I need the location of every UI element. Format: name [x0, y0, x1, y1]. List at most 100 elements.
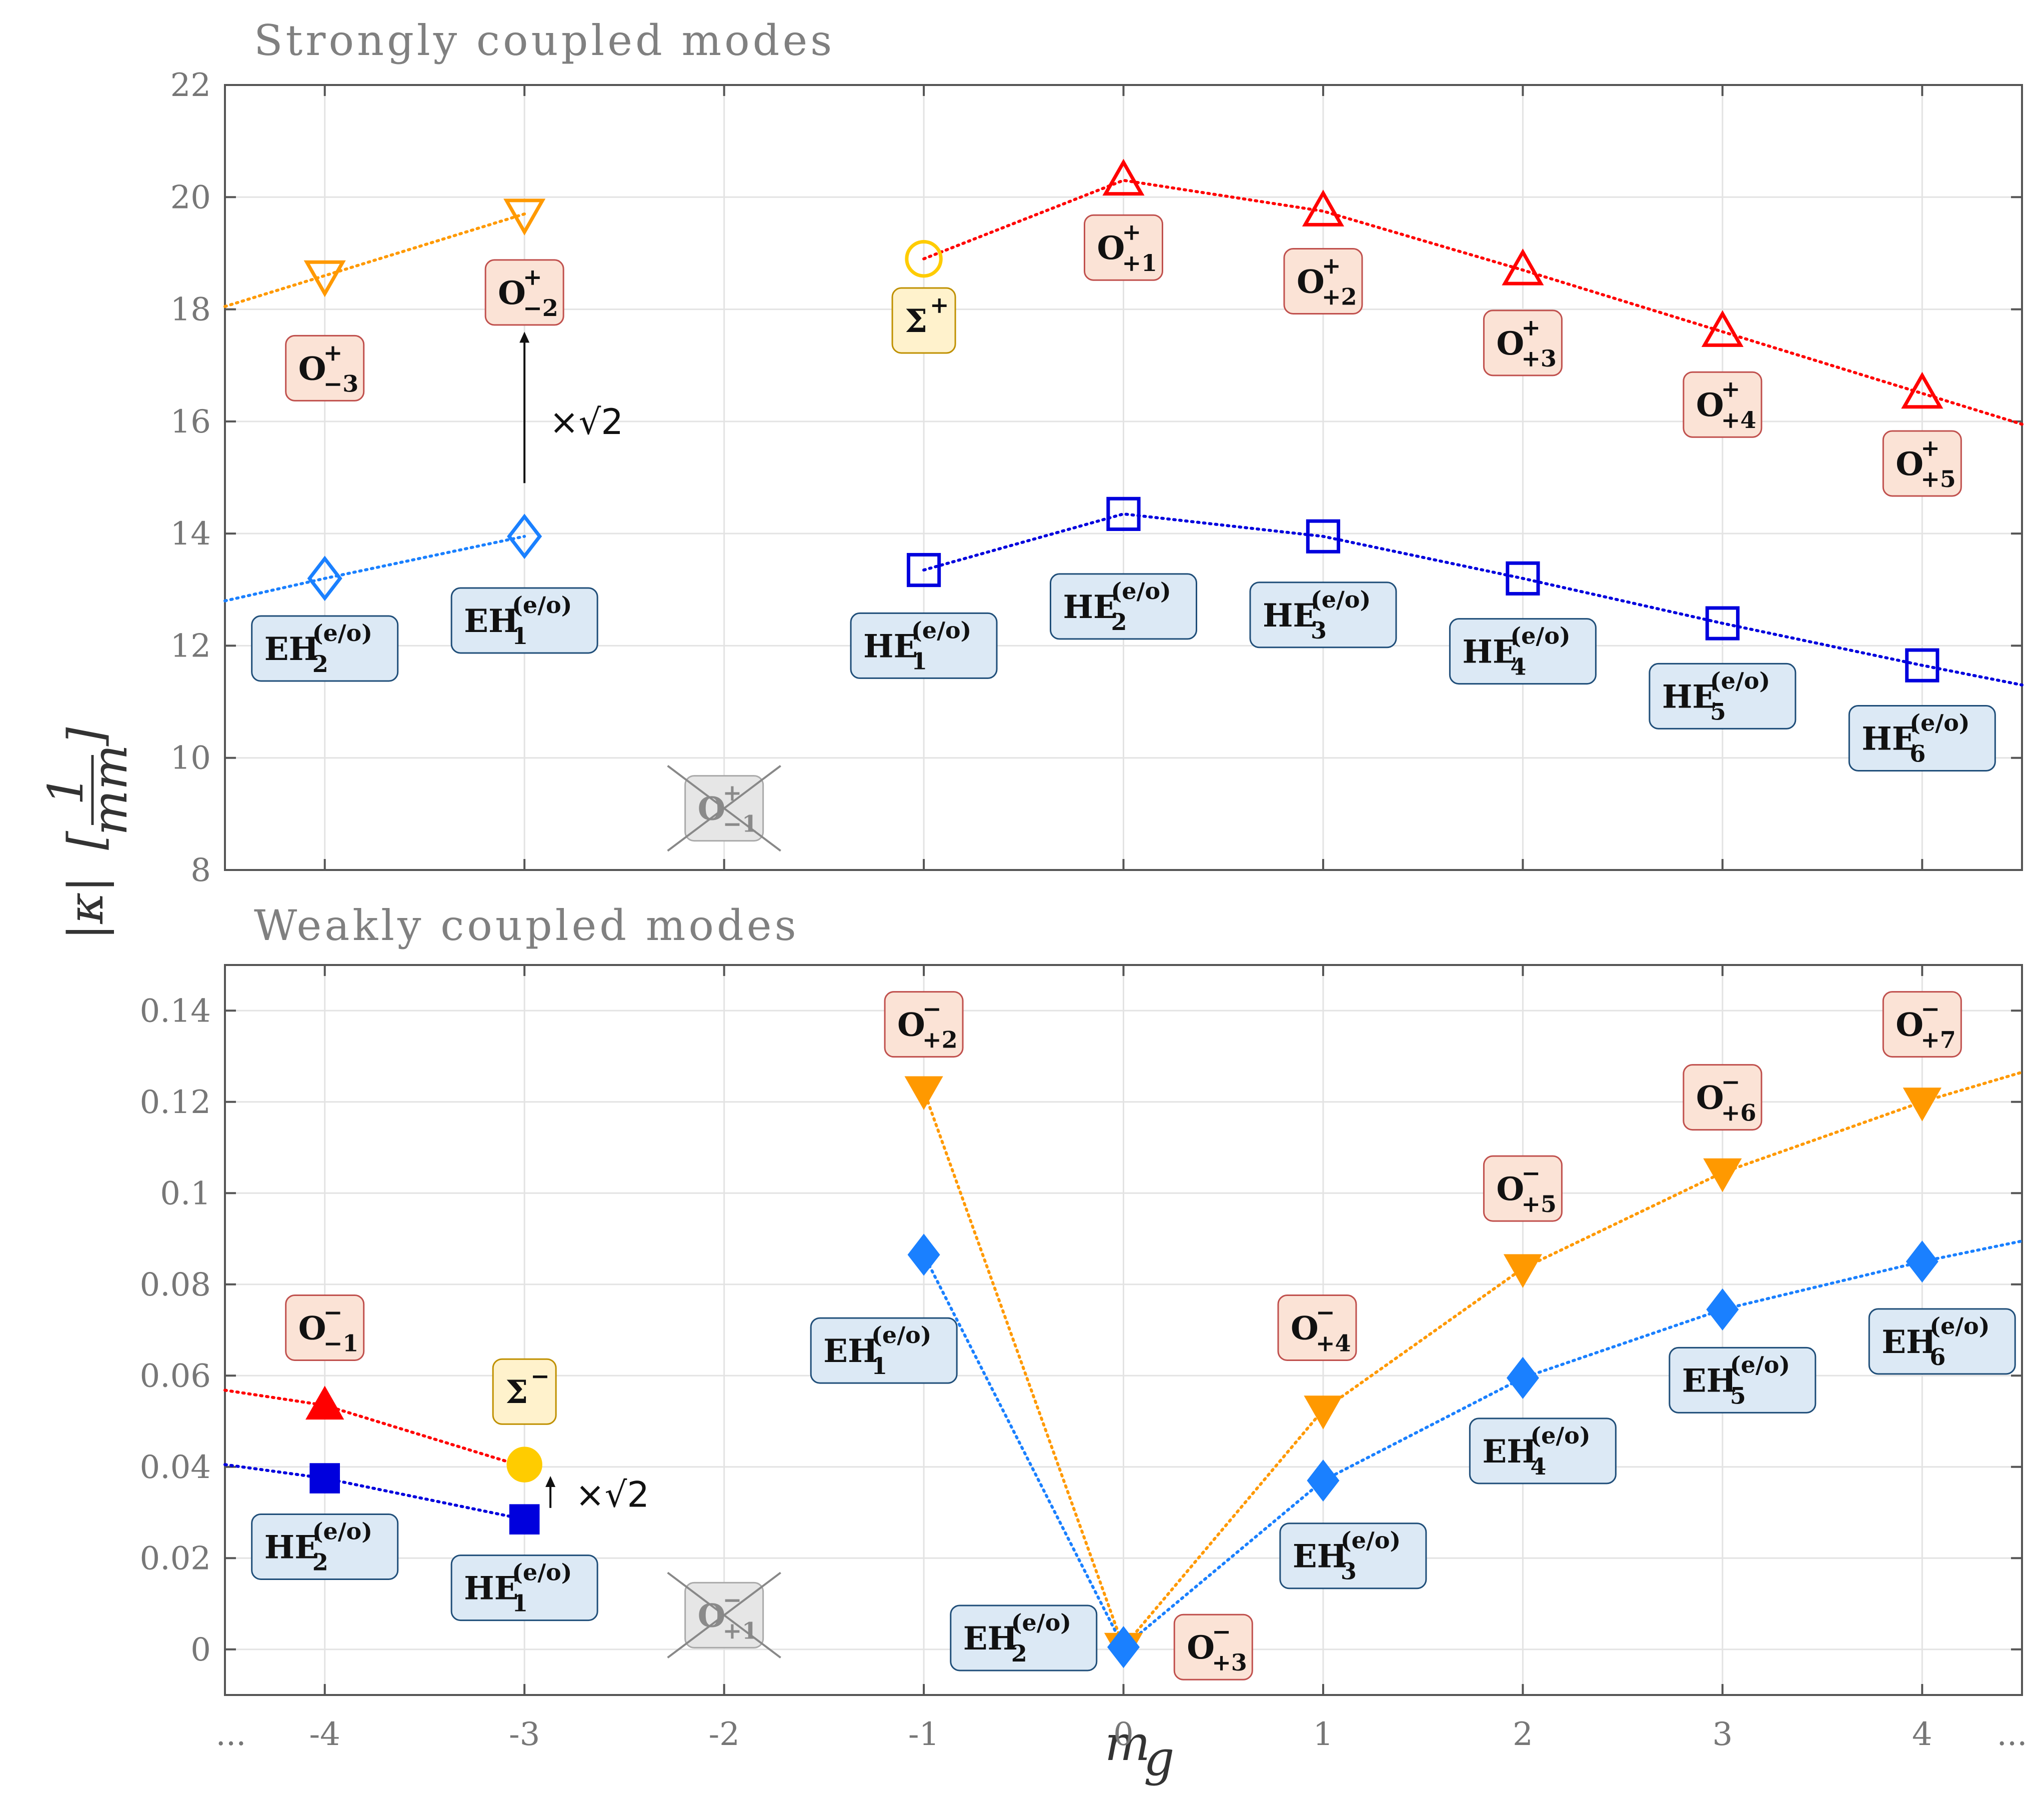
- mode-label-symbol: EH: [1482, 1433, 1537, 1470]
- mode-label: O+ +4: [1683, 371, 1763, 438]
- mode-label-symbol: O: [1896, 446, 1924, 483]
- series-line: [922, 1070, 2024, 1650]
- x-tick-label: -2: [708, 1716, 739, 1753]
- mode-label: O+ +1: [1084, 214, 1163, 281]
- mode-label-symbol: O: [1696, 1080, 1724, 1117]
- mode-label-box: [1283, 248, 1363, 314]
- series-line: [922, 512, 2024, 686]
- mode-label-symbol: HE: [464, 1570, 518, 1608]
- mode-label-box: [1483, 310, 1563, 376]
- mode-label: O− +7: [1882, 991, 1962, 1058]
- mode-label-box: [1249, 582, 1397, 648]
- mode-label: Σ +: [891, 287, 956, 354]
- mode-label-box: [1649, 662, 1797, 730]
- mode-label: EH(e/o) 6: [1868, 1308, 2016, 1375]
- mode-label-superscript: +: [1921, 434, 1940, 462]
- mode-label-subscript: +4: [1316, 1330, 1351, 1356]
- mode-label-subscript: +1: [723, 1617, 758, 1644]
- data-point-marker: [1703, 1158, 1742, 1192]
- mode-label-superscript: (e/o): [1311, 586, 1371, 613]
- scaling-arrow-head: [519, 332, 530, 343]
- mode-label-box: [1882, 991, 1962, 1058]
- y-axis-unit-numerator: 1: [38, 774, 94, 805]
- mode-label-superscript: +: [1322, 252, 1341, 280]
- mode-label: HE(e/o) 6: [1848, 704, 1996, 772]
- x-tick-label: 1: [1313, 1716, 1334, 1753]
- data-point-marker: [507, 514, 542, 560]
- mode-label-subscript: 2: [1011, 1640, 1027, 1667]
- mode-label-box: [810, 1317, 958, 1384]
- scaling-factor-label: ×√2: [549, 402, 623, 442]
- y-tick-label: 12: [170, 628, 211, 664]
- mode-label-subscript: 1: [512, 1590, 528, 1617]
- mode-label: O+ −3: [285, 334, 365, 402]
- mode-label: EH(e/o) 1: [450, 587, 598, 654]
- mode-label-subscript: 1: [911, 648, 927, 674]
- mode-label-superscript: −: [1212, 1618, 1231, 1645]
- data-point-marker: [305, 1386, 344, 1420]
- y-tick-label: 0.1: [160, 1175, 211, 1212]
- mode-label-box: [1050, 573, 1197, 640]
- data-point-marker: [309, 1463, 340, 1494]
- y-axis-left-bracket: [: [58, 830, 114, 850]
- mode-label-subscript: −1: [723, 810, 758, 838]
- data-point-marker: [1307, 1460, 1340, 1502]
- mode-label-symbol: HE: [1662, 678, 1717, 716]
- data-point-marker: [1903, 1088, 1942, 1122]
- y-tick-label: 0.06: [140, 1358, 211, 1394]
- plot-frame: [224, 964, 2023, 1696]
- data-point-marker: [307, 556, 342, 602]
- mode-label-box: [950, 1604, 1098, 1672]
- mode-label-symbol: HE: [1862, 720, 1916, 758]
- mode-label-subscript: +4: [1721, 406, 1757, 434]
- mode-label-superscript: (e/o): [911, 616, 971, 644]
- y-tick-label: 0.02: [140, 1540, 211, 1577]
- y-tick-label: 0.12: [140, 1084, 211, 1121]
- data-point-marker: [1503, 1254, 1542, 1288]
- mode-label-symbol: O: [1896, 1006, 1924, 1044]
- scaling-factor-label: ×√2: [575, 1474, 649, 1516]
- y-axis-symbol: |κ|: [58, 876, 114, 940]
- mode-label-symbol: O: [698, 790, 726, 828]
- data-point-marker: [905, 240, 943, 278]
- mode-label: EH(e/o) 1: [810, 1317, 958, 1384]
- y-tick-label: 0: [190, 1632, 211, 1668]
- data-point-marker: [1901, 372, 1944, 409]
- mode-label-superscript: (e/o): [1341, 1527, 1401, 1554]
- mode-label-superscript: (e/o): [312, 1518, 372, 1544]
- mode-label-symbol: HE: [1462, 634, 1517, 671]
- y-tick-label: 22: [170, 67, 211, 104]
- mode-label-symbol: O: [897, 1006, 925, 1044]
- mode-label: EH(e/o) 2: [950, 1604, 1098, 1672]
- mode-label-subscript: 4: [1530, 1453, 1546, 1480]
- mode-label-symbol: O: [1291, 1310, 1319, 1347]
- mode-label-box: [1277, 1294, 1357, 1361]
- mode-label-subscript: −2: [523, 294, 558, 322]
- mode-label-subscript: 2: [1111, 608, 1127, 636]
- mode-label-box: [891, 287, 956, 354]
- data-point-marker: [506, 1446, 542, 1482]
- mode-label: O+−1: [667, 765, 781, 852]
- mode-label-symbol: EH: [823, 1332, 878, 1370]
- mode-label-symbol: EH: [1682, 1362, 1737, 1400]
- mode-label-box: [1173, 1614, 1253, 1680]
- mode-label-subscript: 6: [1910, 740, 1926, 767]
- y-tick-label: 0.08: [140, 1266, 211, 1304]
- y-tick-label: 18: [170, 292, 211, 328]
- mode-label-subscript: +3: [1521, 345, 1557, 372]
- data-point-marker: [1705, 606, 1740, 640]
- mode-label-symbol: O: [1097, 230, 1125, 267]
- mode-label-box: [1279, 1522, 1427, 1590]
- data-point-marker: [1706, 1288, 1739, 1330]
- mode-label-box: [285, 1294, 365, 1361]
- mode-label-box: [251, 1513, 399, 1580]
- data-point-marker: [1107, 1626, 1140, 1668]
- mode-label-box: [484, 259, 564, 326]
- mode-label-symbol: O: [298, 350, 326, 388]
- mode-label: HE(e/o) 2: [1050, 573, 1197, 640]
- x-tick-label: 3: [1712, 1716, 1733, 1753]
- mode-label: O+ +2: [1283, 248, 1363, 314]
- mode-label-superscript: +: [1521, 314, 1541, 341]
- mode-label-box: [1868, 1308, 2016, 1375]
- mode-label-superscript: −: [922, 996, 942, 1022]
